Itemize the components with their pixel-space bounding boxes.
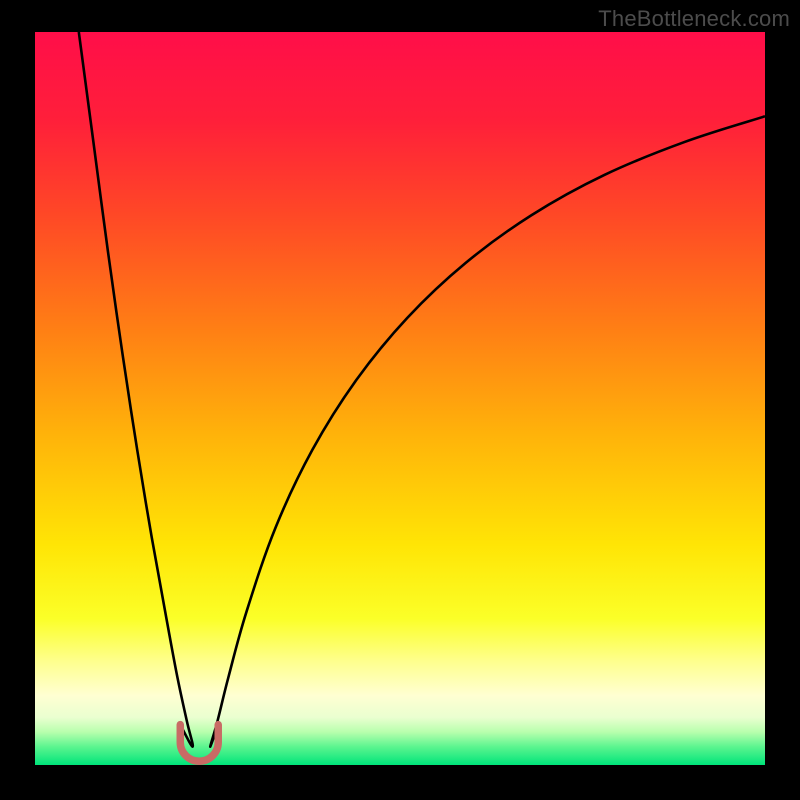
watermark-text: TheBottleneck.com [598,6,790,32]
gradient-plot-area [35,32,765,765]
bottleneck-chart [0,0,800,800]
